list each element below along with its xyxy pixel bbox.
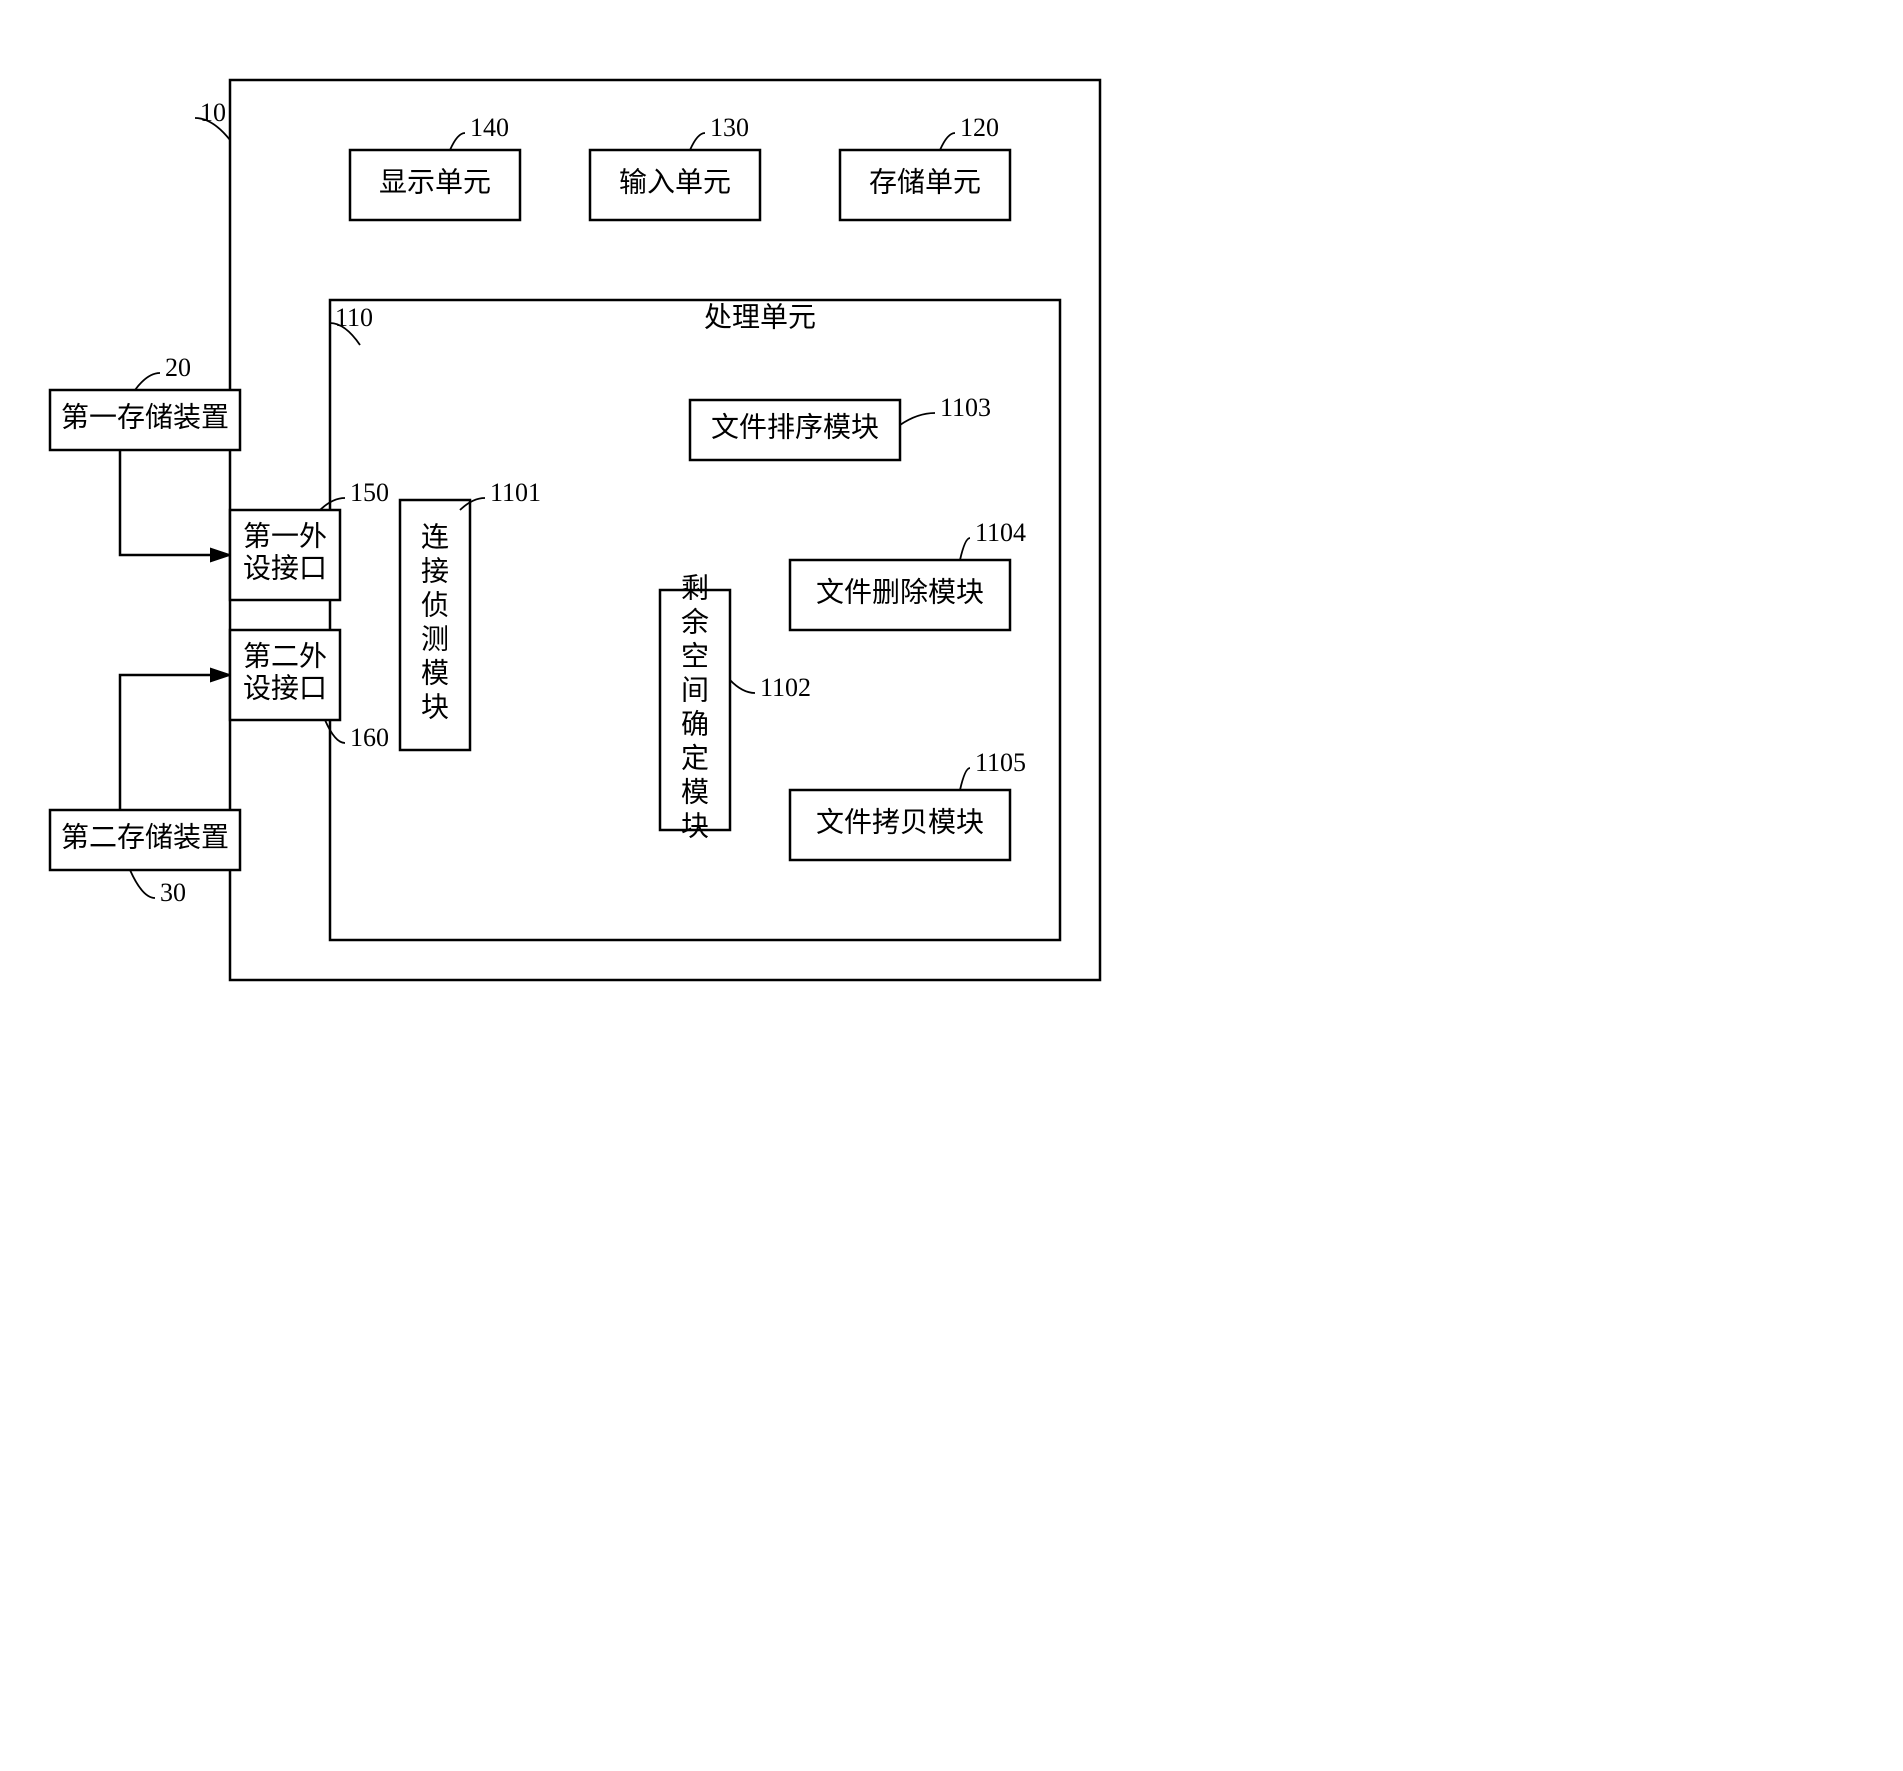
label-display: 显示单元 [379, 166, 491, 198]
label-detect-2: 侦 [421, 589, 449, 621]
label-space-1: 余 [681, 606, 709, 638]
label-inner: 处理单元 [704, 301, 816, 333]
label-second_if-0: 第二外 [243, 640, 327, 672]
edge-second_store-second_if [120, 675, 230, 810]
num-30: 30 [160, 878, 186, 907]
label-detect-3: 测 [421, 624, 449, 655]
label-detect-4: 模 [421, 657, 449, 689]
label-detect-1: 接 [421, 555, 449, 587]
label-first_store: 第一存储装置 [61, 401, 229, 433]
label-space-4: 确 [681, 708, 709, 740]
label-second_if-1: 设接口 [243, 672, 327, 704]
num-1101: 1101 [490, 478, 541, 507]
label-delete: 文件删除模块 [816, 576, 984, 608]
label-detect-0: 连 [421, 521, 449, 553]
num-10: 10 [200, 98, 226, 127]
system-diagram: 处理单元显示单元输入单元存储单元第一存储装置第二存储装置第一外设接口第二外设接口… [40, 40, 1140, 1020]
label-space-2: 空 [681, 640, 709, 672]
num-1104: 1104 [975, 518, 1026, 547]
leader-20 [135, 373, 160, 390]
label-sort: 文件排序模块 [711, 411, 879, 443]
label-space-0: 剩 [681, 572, 709, 604]
label-space-5: 定 [681, 742, 709, 774]
num-150: 150 [350, 478, 389, 507]
label-second_store: 第二存储装置 [61, 821, 229, 853]
num-1105: 1105 [975, 748, 1026, 777]
num-120: 120 [960, 113, 999, 142]
label-first_if-1: 设接口 [243, 552, 327, 584]
num-130: 130 [710, 113, 749, 142]
label-detect-5: 块 [421, 692, 449, 723]
label-input: 输入单元 [619, 166, 731, 198]
num-160: 160 [350, 723, 389, 752]
label-storage: 存储单元 [869, 166, 981, 198]
label-space-6: 模 [681, 776, 709, 808]
num-1103: 1103 [940, 393, 991, 422]
num-1102: 1102 [760, 673, 811, 702]
num-140: 140 [470, 113, 509, 142]
label-first_if-0: 第一外 [243, 520, 327, 552]
edge-first_store-first_if [120, 450, 230, 555]
leader-30 [130, 870, 155, 898]
label-space-3: 间 [681, 674, 709, 706]
label-space-7: 块 [681, 811, 709, 842]
num-20: 20 [165, 353, 191, 382]
num-110: 110 [335, 303, 373, 332]
label-copy: 文件拷贝模块 [816, 806, 984, 838]
